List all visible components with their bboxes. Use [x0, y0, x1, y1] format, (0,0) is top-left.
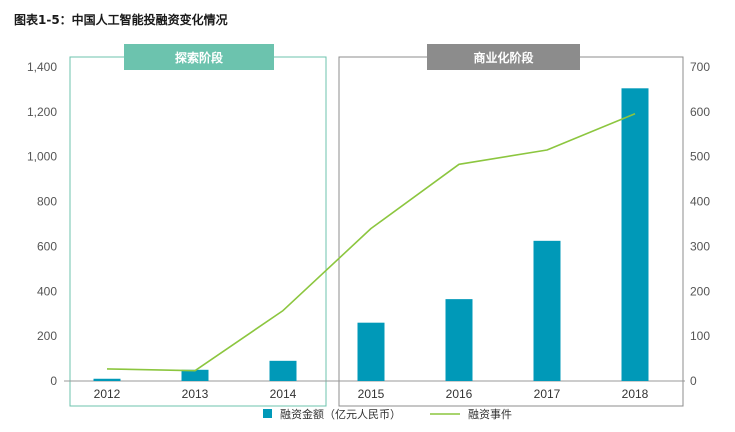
bar-2014 — [269, 360, 297, 381]
x-tick-label: 2013 — [182, 387, 209, 401]
bar-2018 — [621, 88, 649, 382]
y-tick-left: 200 — [37, 329, 57, 343]
x-tick-label: 2015 — [358, 387, 385, 401]
y-tick-left: 400 — [37, 284, 57, 298]
legend: 融资金额（亿元人民币） 融资事件 — [263, 407, 512, 421]
y-tick-left: 1,400 — [27, 60, 57, 74]
phase-layer: 探索阶段 商业化阶段 — [69, 44, 684, 407]
legend-line-label: 融资事件 — [468, 408, 512, 421]
bar-2012 — [93, 378, 121, 381]
x-tick-label: 2018 — [622, 387, 649, 401]
phase-label: 商业化阶段 — [473, 50, 534, 65]
y-tick-right: 100 — [690, 329, 710, 343]
bar-layer — [93, 88, 649, 382]
x-tick-label: 2012 — [94, 387, 121, 401]
x-tick-label: 2017 — [534, 387, 561, 401]
y-tick-left: 1,200 — [27, 105, 57, 119]
phase-box-commercialization-tab — [427, 44, 580, 70]
y-tick-left: 600 — [37, 239, 57, 253]
y-tick-right: 300 — [690, 239, 710, 253]
line-layer — [106, 112, 636, 372]
y-tick-right: 700 — [690, 60, 710, 74]
phase-box-exploration-tab — [124, 44, 274, 70]
bar-2013 — [181, 369, 209, 381]
y-tick-right: 400 — [690, 195, 710, 209]
x-tick-label: 2014 — [270, 387, 297, 401]
y-tick-right: 600 — [690, 105, 710, 119]
y-tick-left: 1,000 — [27, 150, 57, 164]
bar-2017 — [533, 240, 561, 381]
y-tick-left: 800 — [37, 195, 57, 209]
y-tick-left: 0 — [50, 374, 57, 388]
y-tick-right: 500 — [690, 150, 710, 164]
y-tick-right: 0 — [690, 374, 697, 388]
chart-title: 图表1-5：中国人工智能投融资变化情况 — [14, 12, 228, 27]
phase-label: 探索阶段 — [175, 50, 224, 65]
phase-box-exploration — [69, 56, 327, 407]
legend-bar-label: 融资金额（亿元人民币） — [280, 407, 401, 421]
bar-2016 — [445, 299, 473, 381]
x-tick-label: 2016 — [446, 387, 473, 401]
legend-bar-swatch — [263, 409, 272, 418]
bar-2015 — [357, 322, 385, 381]
y-tick-right: 200 — [690, 284, 710, 298]
line-series-financing-events — [106, 112, 636, 372]
